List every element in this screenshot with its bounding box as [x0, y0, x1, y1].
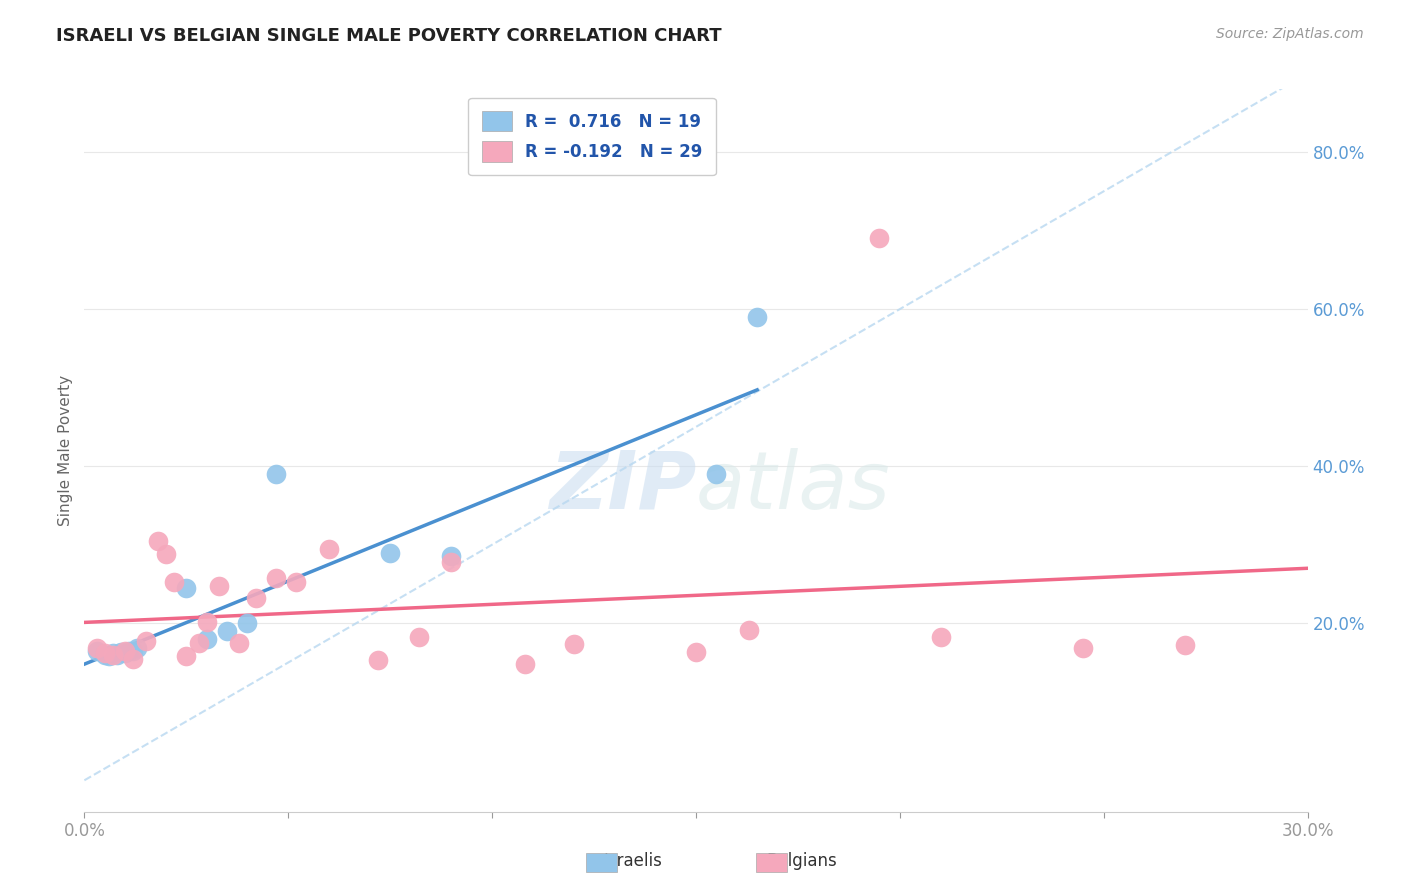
Point — [685, 645, 707, 659]
Point — [367, 653, 389, 667]
Legend: R =  0.716   N = 19, R = -0.192   N = 29: R = 0.716 N = 19, R = -0.192 N = 29 — [468, 97, 716, 175]
Point — [86, 644, 108, 658]
Point — [228, 636, 250, 650]
Text: ISRAELI VS BELGIAN SINGLE MALE POVERTY CORRELATION CHART: ISRAELI VS BELGIAN SINGLE MALE POVERTY C… — [56, 27, 721, 45]
Point — [127, 641, 149, 656]
Point — [110, 644, 132, 658]
Text: atlas: atlas — [696, 448, 891, 525]
Point — [93, 646, 115, 660]
Point — [1174, 638, 1197, 652]
Point — [101, 646, 124, 660]
Point — [562, 637, 585, 651]
Point — [513, 657, 536, 671]
Point — [114, 646, 136, 660]
Point — [236, 616, 259, 631]
Point — [174, 581, 197, 595]
Point — [245, 591, 267, 606]
Point — [163, 575, 186, 590]
Point — [101, 648, 124, 662]
Point — [105, 648, 128, 662]
Point — [146, 533, 169, 548]
Point — [264, 467, 287, 481]
Point — [440, 549, 463, 564]
Point — [122, 651, 145, 665]
Point — [318, 541, 340, 556]
Point — [408, 631, 430, 645]
Point — [122, 644, 145, 658]
Point — [93, 648, 115, 662]
Point — [747, 310, 769, 324]
Point — [174, 649, 197, 664]
Point — [869, 231, 891, 245]
Point — [97, 649, 120, 664]
Point — [738, 623, 761, 637]
Point — [440, 555, 463, 569]
Point — [264, 571, 287, 585]
Point — [86, 641, 108, 656]
Point — [1073, 641, 1095, 656]
Point — [208, 578, 231, 592]
Point — [135, 633, 157, 648]
Point — [187, 636, 209, 650]
Point — [929, 630, 952, 644]
Point — [706, 467, 728, 481]
Point — [285, 575, 308, 590]
Point — [118, 644, 141, 658]
Point — [155, 547, 177, 561]
Text: Belgians: Belgians — [766, 852, 837, 870]
Y-axis label: Single Male Poverty: Single Male Poverty — [58, 375, 73, 526]
Point — [195, 615, 218, 629]
Point — [195, 632, 218, 646]
Text: Israelis: Israelis — [603, 852, 662, 870]
Text: Source: ZipAtlas.com: Source: ZipAtlas.com — [1216, 27, 1364, 41]
Point — [114, 644, 136, 658]
Point — [217, 624, 239, 639]
Text: ZIP: ZIP — [548, 448, 696, 525]
Point — [380, 545, 402, 559]
